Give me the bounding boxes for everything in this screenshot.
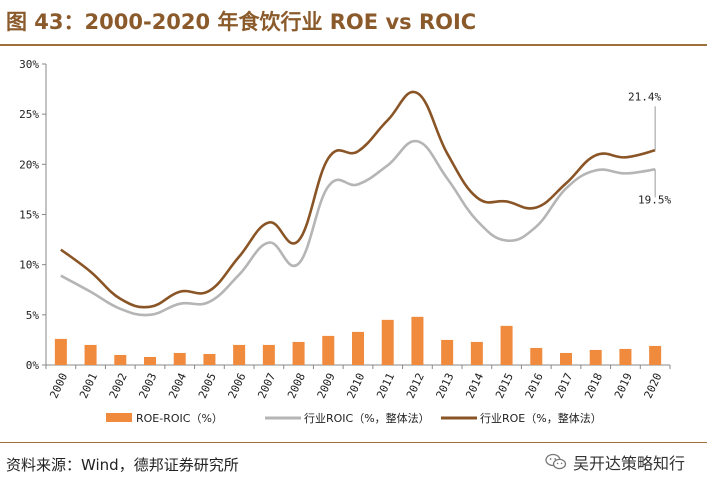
bar-roe-roic [233, 344, 246, 365]
legend-label-roic: 行业ROIC（%，整体法） [304, 411, 430, 425]
bar-roe-roic [530, 347, 543, 365]
y-tick-label: 0% [26, 359, 40, 372]
x-tick-label: 2015 [493, 371, 516, 401]
x-tick-label: 2001 [77, 371, 100, 401]
bar-roe-roic [262, 344, 275, 365]
x-tick-label: 2011 [374, 371, 397, 401]
y-tick-label: 5% [26, 309, 40, 322]
bar-roe-roic [173, 352, 186, 365]
bar-roe-roic [54, 338, 67, 365]
watermark-text: 吴开达策略知行 [572, 454, 685, 473]
x-tick-label: 2000 [47, 371, 70, 401]
line-series [60, 90, 656, 317]
x-tick-label: 2004 [166, 371, 189, 401]
x-tick-label: 2020 [642, 371, 665, 401]
footer-divider [0, 442, 707, 443]
page-title: 图 43：2000-2020 年食饮行业 ROE vs ROIC [6, 10, 477, 34]
watermark: 吴开达策略知行 [545, 450, 685, 474]
x-tick-label: 2016 [523, 371, 546, 401]
source-note: 资料来源：Wind，德邦证券研究所 [6, 456, 239, 474]
x-tick-label: 2017 [552, 371, 575, 401]
legend-label-roe: 行业ROE（%，整体法） [480, 411, 602, 425]
bar-roe-roic [352, 331, 364, 365]
bar-roe-roic [203, 353, 216, 365]
bar-roe-roic [470, 341, 483, 365]
bar-roe-roic [381, 319, 394, 365]
x-tick-label: 2014 [463, 371, 486, 401]
bar-roe-roic [84, 344, 97, 365]
x-tick-label: 2008 [285, 371, 308, 401]
x-tick-label: 2005 [196, 371, 219, 401]
bar-roe-roic [619, 348, 632, 365]
annotation-roic-2020: 19.5% [638, 193, 671, 206]
legend-label-roe-roic: ROE-ROIC（%） [136, 412, 223, 425]
bar-roe-roic [589, 349, 602, 365]
bar-series [54, 316, 662, 365]
x-tick-label: 2018 [582, 371, 605, 401]
bar-roe-roic [441, 339, 454, 365]
x-tick-label: 2007 [255, 371, 278, 401]
bar-roe-roic [292, 341, 305, 365]
line-industry-roic [60, 139, 656, 317]
bar-roe-roic [144, 356, 156, 365]
y-tick-label: 10% [19, 259, 39, 272]
x-tick-label: 2009 [315, 371, 338, 401]
x-tick-label: 2013 [434, 371, 457, 401]
legend-swatch-bar [106, 413, 132, 422]
annotation-roe-2020: 21.4% [628, 90, 661, 103]
bar-roe-roic [560, 352, 572, 365]
x-tick-label: 2006 [226, 371, 249, 401]
bar-roe-roic [649, 345, 662, 365]
x-tick-label: 2019 [612, 371, 635, 401]
x-tick-label: 2002 [107, 371, 130, 401]
bar-roe-roic [322, 335, 335, 365]
chart-legend: ROE-ROIC（%） 行业ROIC（%，整体法） 行业ROE（%，整体法） [106, 411, 602, 425]
x-tick-label: 2003 [136, 371, 159, 401]
x-tick-label: 2010 [344, 371, 367, 401]
annotations: 21.4% 19.5% [628, 90, 671, 206]
y-tick-label: 15% [19, 209, 39, 222]
chart-axes: 0% 5% 10% 15% 20% 25% 30% 2000 2001 2002 2003 2004 2… [19, 58, 671, 401]
title-divider [0, 44, 707, 46]
line-industry-roe [60, 90, 656, 309]
bar-roe-roic [500, 325, 513, 365]
wechat-icon [545, 453, 567, 470]
bar-roe-roic [114, 354, 127, 365]
x-tick-label: 2012 [404, 371, 427, 401]
y-tick-label: 25% [19, 108, 39, 121]
bar-roe-roic [411, 316, 424, 365]
y-tick-label: 30% [19, 58, 39, 71]
y-tick-label: 20% [19, 158, 39, 171]
roe-roic-chart: 0% 5% 10% 15% 20% 25% 30% 2000 2001 2002 2003 2004 2… [19, 58, 671, 425]
